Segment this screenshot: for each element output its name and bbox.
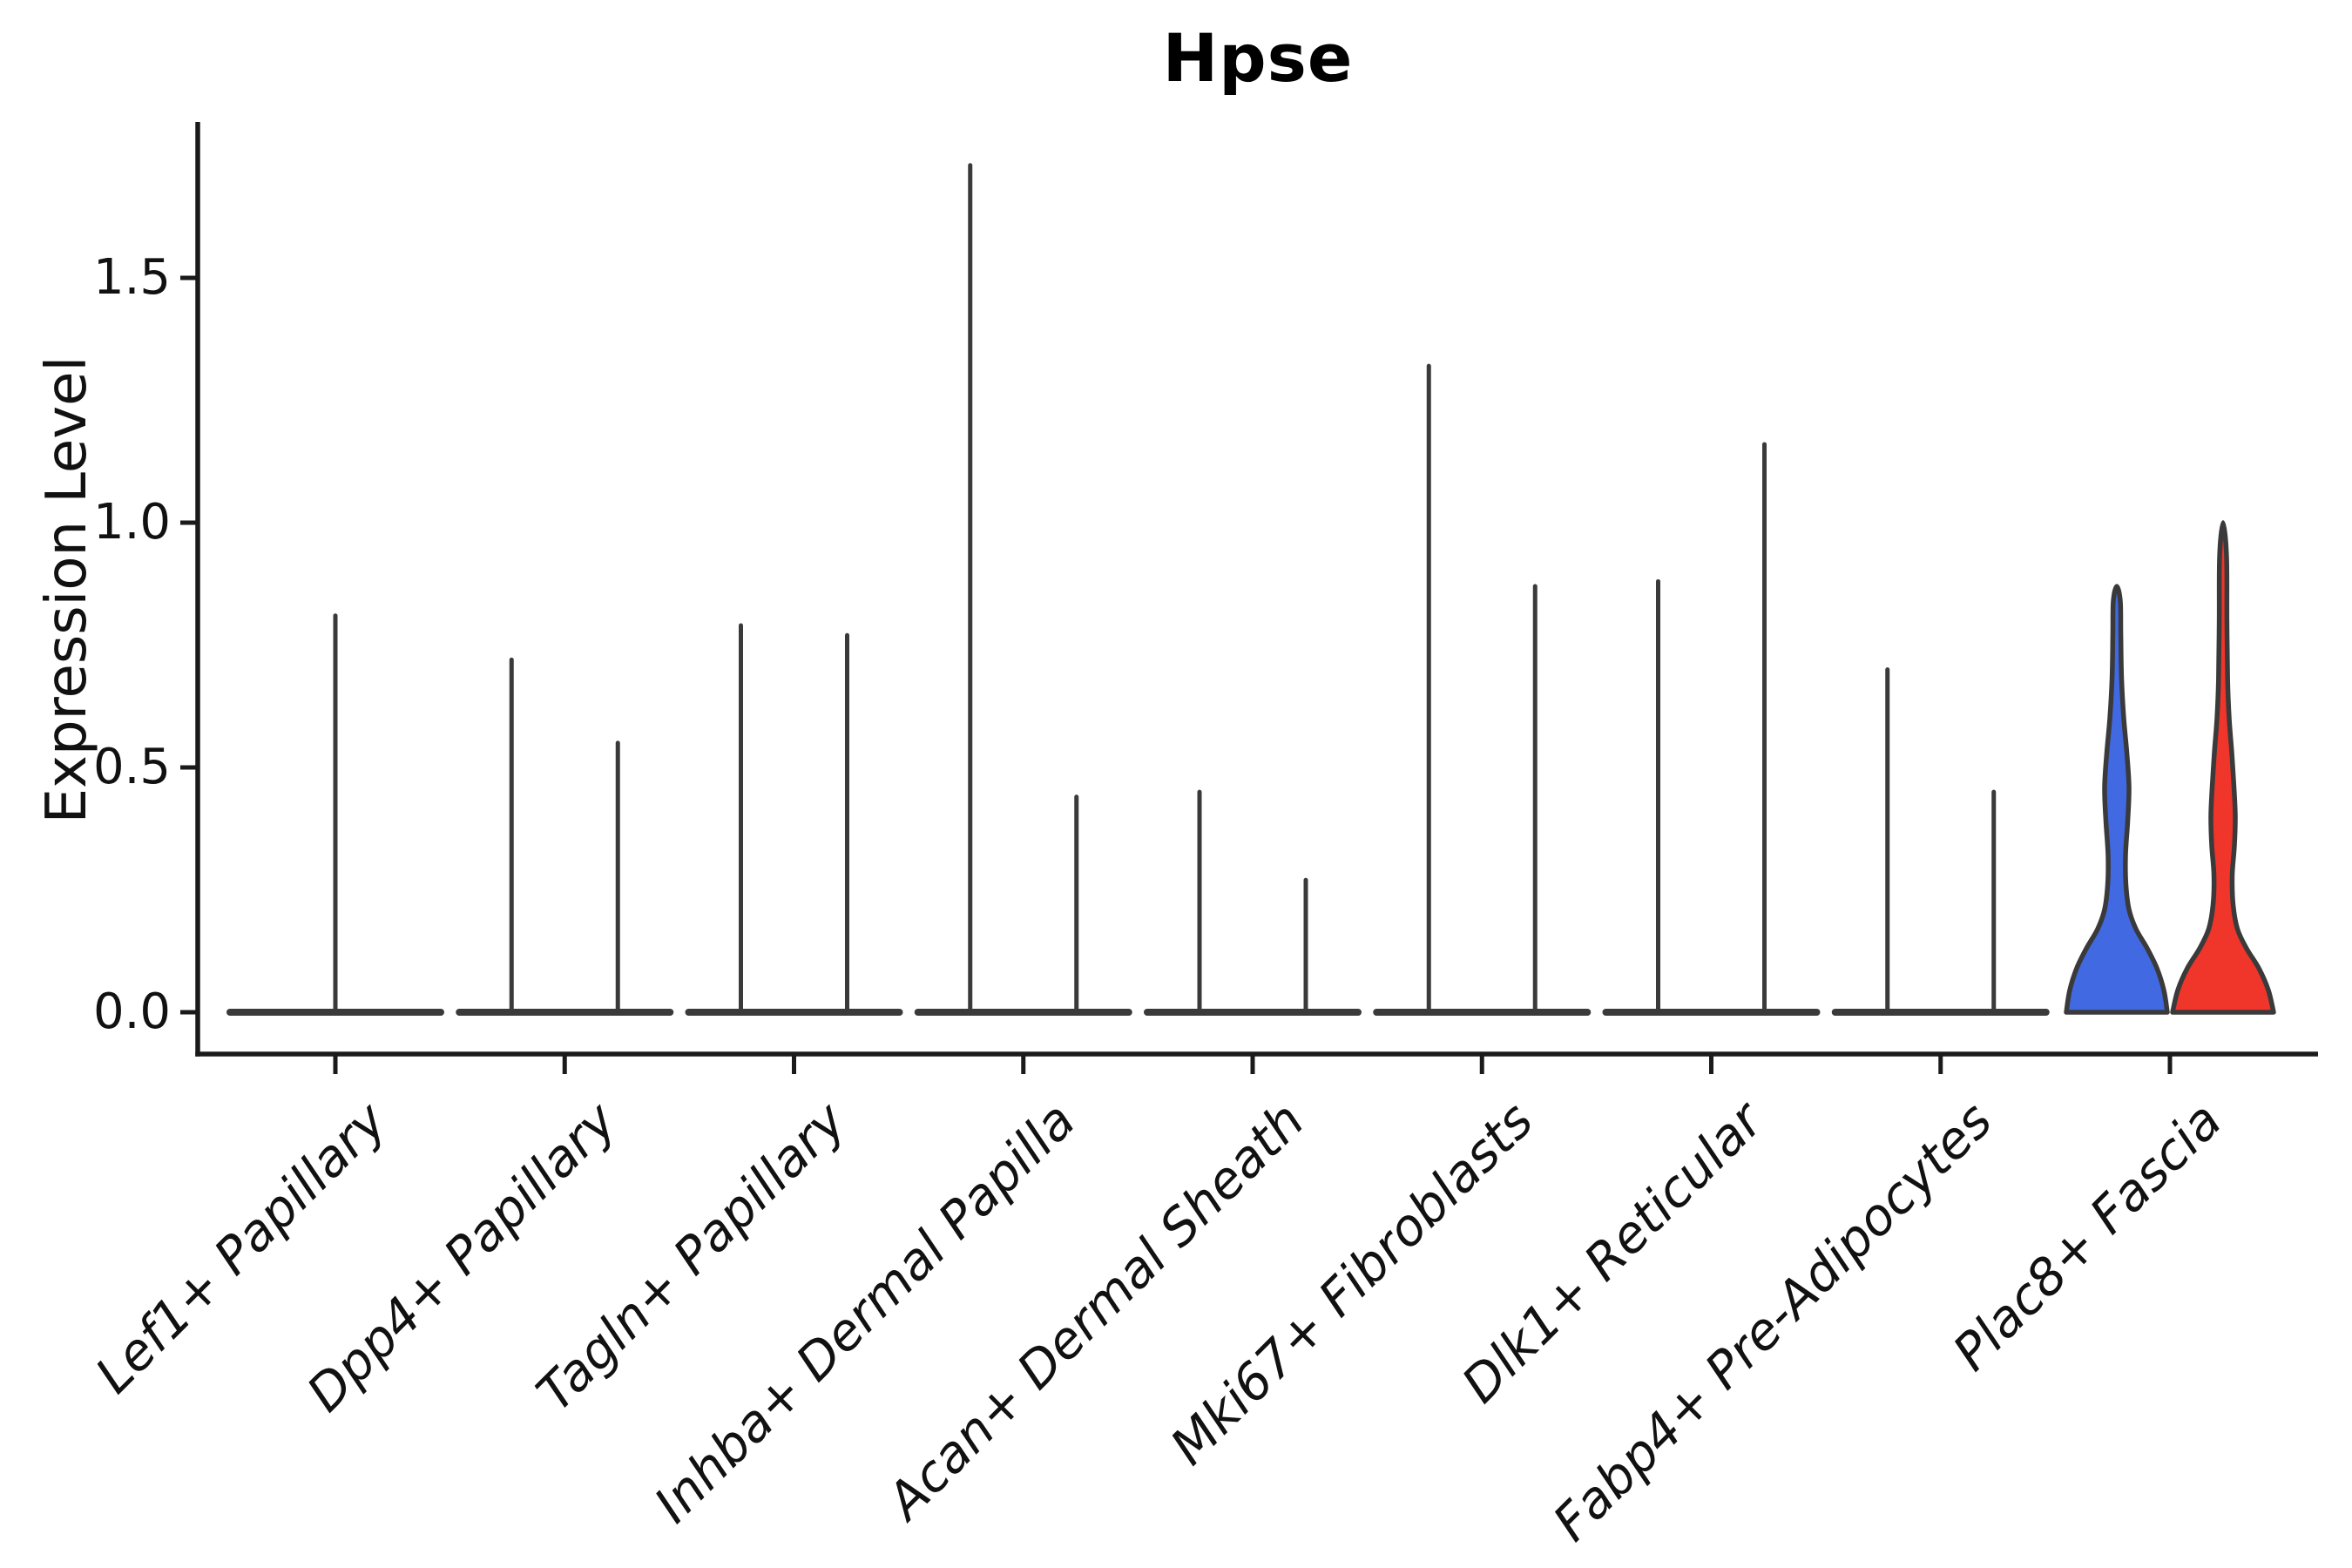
y-tick-label: 1.0 bbox=[92, 494, 171, 551]
y-tick-label: 1.5 bbox=[92, 249, 171, 306]
violin-body-blue bbox=[2064, 584, 2170, 1015]
y-tick-label: 0.5 bbox=[92, 739, 171, 795]
violin-body-red bbox=[2170, 520, 2276, 1015]
y-axis-label: Expression Level bbox=[35, 355, 99, 824]
y-tick-label: 0.0 bbox=[92, 983, 171, 1040]
chart-title: Hpse bbox=[1162, 19, 1354, 97]
